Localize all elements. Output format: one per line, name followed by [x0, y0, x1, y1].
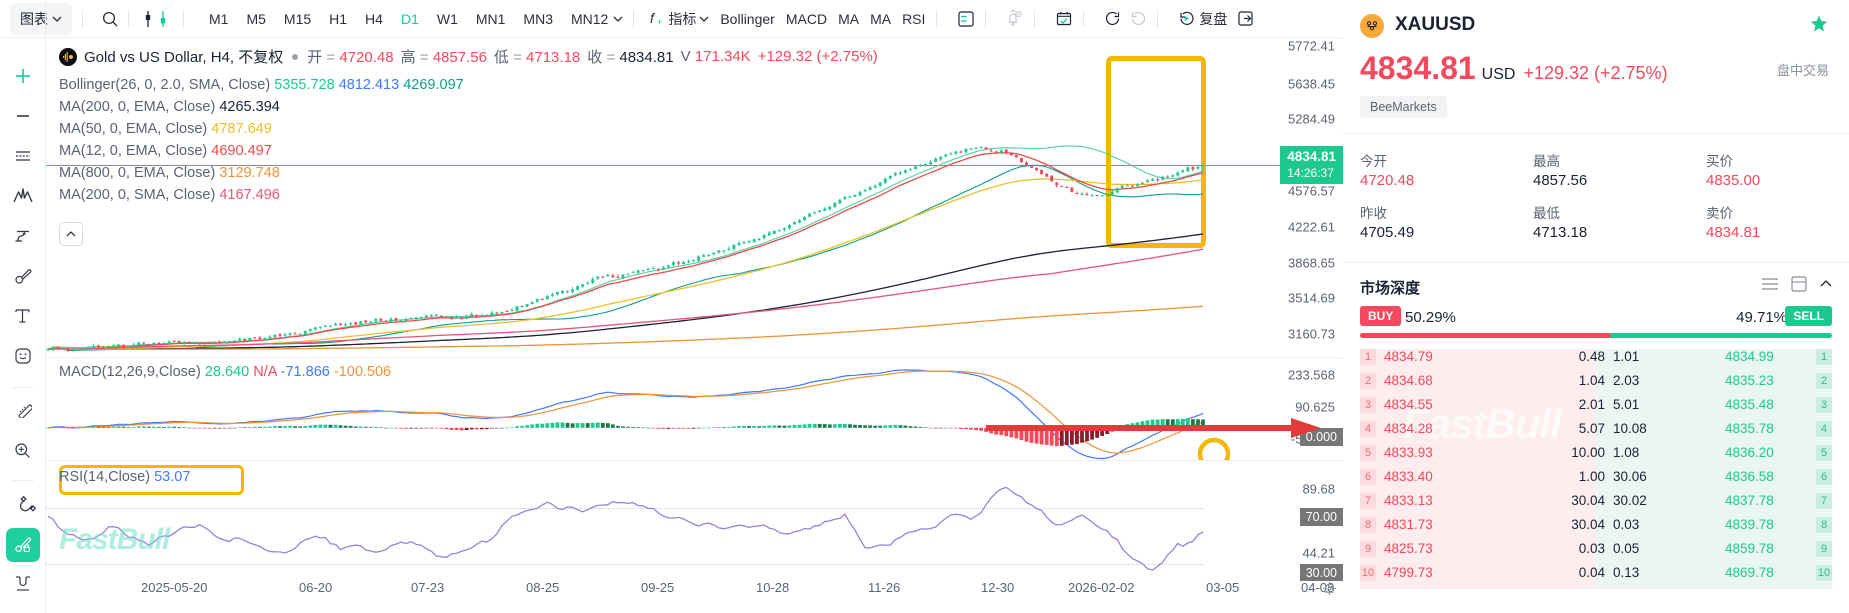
- svg-text:f: f: [650, 11, 656, 26]
- svg-text:+: +: [657, 17, 662, 26]
